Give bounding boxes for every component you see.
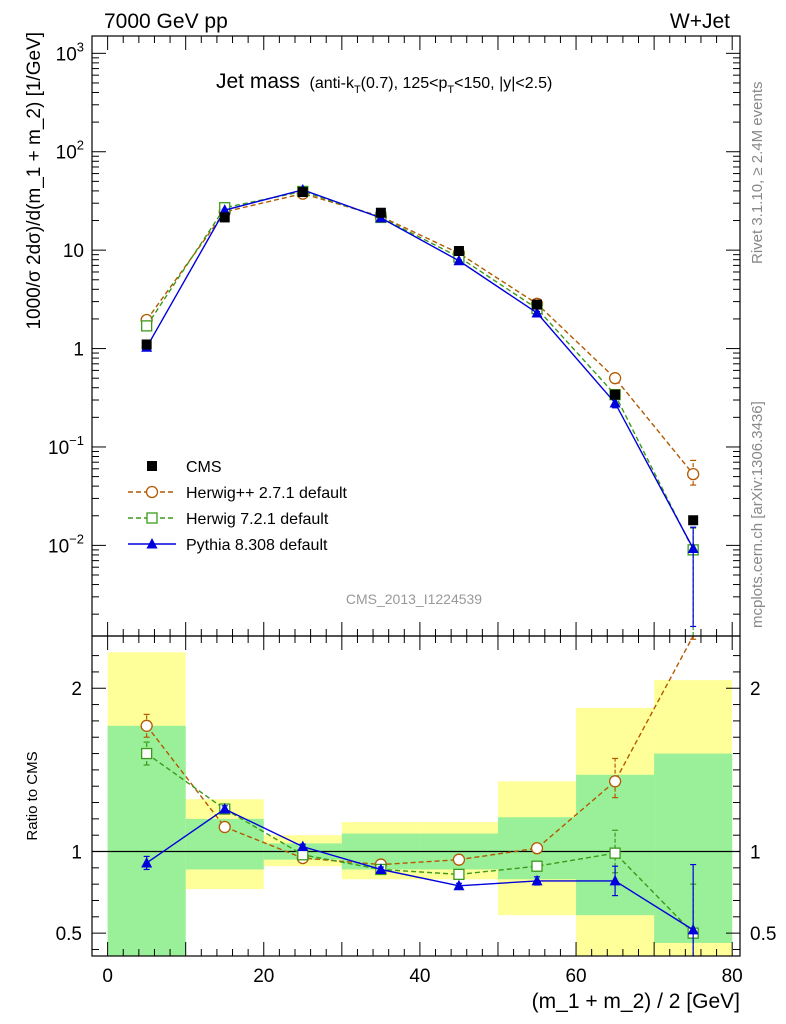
data-point-cms <box>375 207 386 218</box>
legend-entry-h7: Herwig 7.2.1 default <box>128 511 329 528</box>
ratio-y-tick-label: 1 <box>71 843 82 864</box>
data-point-h7 <box>141 747 153 760</box>
data-point-cms <box>219 212 230 223</box>
legend: CMS Herwig++ 2.7.1 default Herwig 7.2.1 de… <box>128 459 348 554</box>
data-point-hpp <box>452 853 466 866</box>
legend-label: Pythia 8.308 default <box>186 537 328 554</box>
y-tick-label: 102 <box>56 138 84 164</box>
series-line-h7 <box>146 752 694 934</box>
series-line-hpp <box>146 635 694 866</box>
data-point-cms <box>141 339 152 350</box>
legend-label: Herwig 7.2.1 default <box>186 511 329 528</box>
x-axis-label: (m_1 + m_2) / 2 [GeV] <box>532 990 740 1013</box>
data-point-cms <box>532 299 543 310</box>
data-point-hpp <box>687 467 700 481</box>
data-point-cms <box>297 186 308 197</box>
data-point-py <box>219 204 231 215</box>
data-point-hpp <box>608 775 622 788</box>
data-point-cms <box>453 246 464 257</box>
x-tick-label: 40 <box>409 966 430 987</box>
main-title: Jet mass (anti-kT(0.7), 125<pT<150, |y|<… <box>216 70 552 96</box>
data-point-cms <box>688 515 699 526</box>
series-py <box>141 183 699 628</box>
x-tick-label: 60 <box>565 966 586 987</box>
series-line-h7 <box>146 190 694 551</box>
data-point-h7 <box>297 849 309 861</box>
ratio-y-tick-label-right: 2 <box>750 679 761 700</box>
series-line-hpp <box>146 192 694 475</box>
side-rivet-label: Rivet 3.1.10, ≥ 2.4M events <box>749 82 766 265</box>
data-point-cms <box>610 389 621 400</box>
series-line-py <box>146 808 694 931</box>
ratio-y-tick-label: 0.5 <box>56 924 82 945</box>
ratio-panel: 0.5 0.51 12 20 20 40 60 80 Ratio to CMS (m_1 + … <box>24 635 776 1013</box>
ratio-y-tick-label-right: 1 <box>750 843 761 864</box>
legend-marker-h7 <box>146 512 158 524</box>
series-hpp <box>140 187 700 486</box>
x-tick-label: 20 <box>253 966 274 987</box>
y-tick-label: 10−2 <box>48 531 84 557</box>
data-point-py <box>531 874 543 886</box>
series-h7 <box>141 185 699 636</box>
x-tick-label: 0 <box>102 966 113 987</box>
data-point-h7 <box>141 320 153 332</box>
data-point-hpp <box>608 372 622 385</box>
y-tick-label: 10−1 <box>48 433 84 459</box>
data-point-py <box>297 840 309 852</box>
data-point-py <box>141 856 153 868</box>
ratio-ylabel: Ratio to CMS <box>24 751 41 840</box>
data-point-hpp <box>218 820 231 834</box>
legend-entry-py: Pythia 8.308 default <box>128 537 328 554</box>
header-right: W+Jet <box>670 10 730 33</box>
ratio-y-tick-label-right: 0.5 <box>750 924 776 945</box>
ratio-frame <box>91 635 741 957</box>
data-point-hpp <box>530 842 544 855</box>
legend-label: Herwig++ 2.7.1 default <box>186 485 348 502</box>
data-point-py <box>453 254 465 266</box>
data-point-py <box>609 396 621 408</box>
data-point-py <box>609 874 621 886</box>
legend-entry-cms: CMS <box>147 459 222 476</box>
main-ylabel: 1000/σ 2dσ)/d(m_1 + m_2) [1/GeV] <box>24 32 45 330</box>
data-point-h7 <box>609 847 621 859</box>
data-point-hpp <box>140 719 153 732</box>
y-tick-label: 10 <box>63 241 84 262</box>
data-point-py <box>687 542 699 553</box>
data-point-py <box>453 879 465 891</box>
ratio-y-tick-label: 2 <box>71 679 82 700</box>
data-point-h7 <box>453 868 465 881</box>
series-cms <box>141 186 699 526</box>
x-tick-label: 80 <box>722 966 743 987</box>
y-tick-label: 103 <box>56 39 84 65</box>
legend-entry-hpp: Herwig++ 2.7.1 default <box>128 485 348 502</box>
legend-marker-cms <box>147 461 157 471</box>
legend-marker-hpp <box>145 485 159 499</box>
data-point-h7 <box>531 860 543 872</box>
data-point-py <box>687 923 699 935</box>
series-py <box>141 803 699 956</box>
data-point-py <box>531 306 543 318</box>
header-left: 7000 GeV pp <box>104 10 228 33</box>
legend-marker-py <box>146 538 158 549</box>
series-h7 <box>141 741 699 956</box>
y-tick-label: 1 <box>73 340 84 361</box>
legend-label: CMS <box>186 459 222 476</box>
watermark: CMS_2013_I1224539 <box>346 591 482 607</box>
data-point-py <box>219 803 231 814</box>
data-point-py <box>375 863 387 874</box>
side-mcplots-label: mcplots.cern.ch [arXiv:1306.3436] <box>749 401 766 628</box>
series-line-py <box>146 189 694 549</box>
